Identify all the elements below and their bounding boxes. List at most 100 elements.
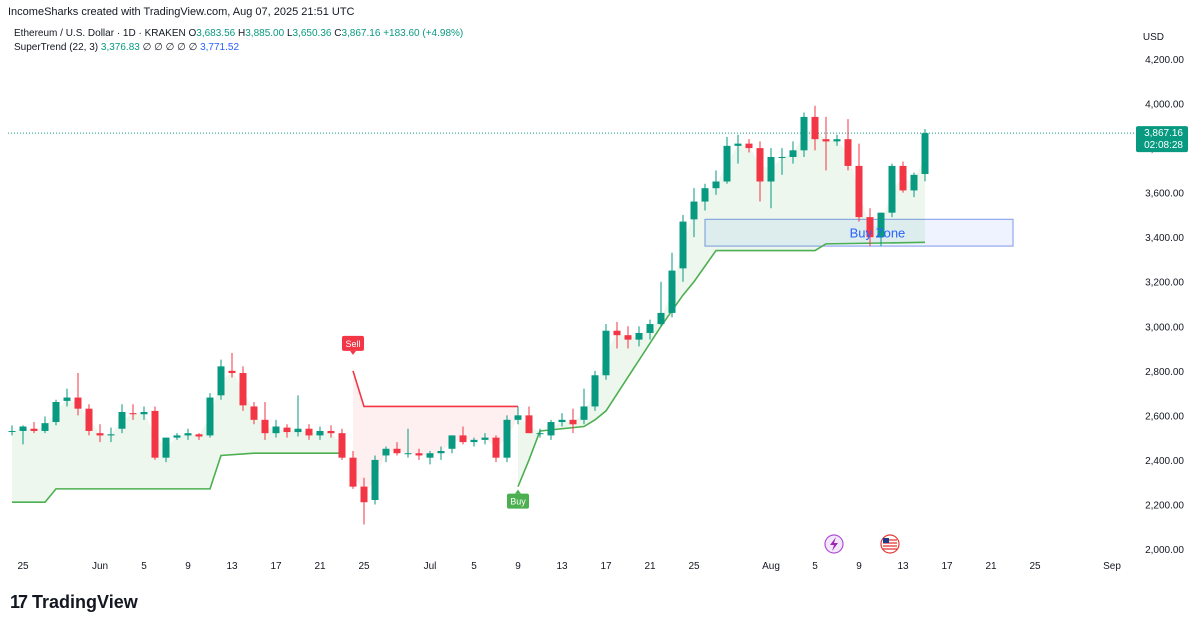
last-price-tag[interactable]: [1136, 126, 1188, 153]
candle-body[interactable]: [140, 412, 148, 415]
x-tick-label: 9: [856, 561, 862, 572]
low-label: L: [286, 28, 293, 39]
candle-body[interactable]: [415, 453, 423, 456]
candle-body[interactable]: [569, 419, 577, 425]
candle-body[interactable]: [503, 419, 511, 458]
candle-body[interactable]: [393, 448, 401, 454]
candle-body[interactable]: [767, 157, 775, 182]
candle-body[interactable]: [349, 457, 357, 487]
candle-body[interactable]: [558, 419, 566, 423]
candle-body[interactable]: [756, 148, 764, 182]
sell-signal-badge[interactable]: [342, 335, 364, 351]
candle-body[interactable]: [855, 165, 863, 218]
last-price-value: 3,867.16: [1144, 128, 1183, 139]
candle-body[interactable]: [63, 397, 71, 401]
candle-body[interactable]: [800, 116, 808, 151]
candle-body[interactable]: [74, 397, 82, 409]
candle-body[interactable]: [580, 406, 588, 420]
candle-body[interactable]: [833, 139, 841, 142]
candle-body[interactable]: [162, 437, 170, 458]
candle-body[interactable]: [250, 406, 258, 420]
candle-body[interactable]: [30, 428, 38, 431]
indicator-name[interactable]: SuperTrend (22, 3): [14, 42, 99, 53]
candle-body[interactable]: [734, 143, 742, 146]
candle-body[interactable]: [173, 435, 181, 438]
candle-body[interactable]: [536, 433, 544, 435]
candle-body[interactable]: [239, 373, 247, 406]
candle-body[interactable]: [41, 423, 49, 431]
candle-body[interactable]: [118, 412, 126, 429]
candle-body[interactable]: [811, 116, 819, 140]
symbol-name[interactable]: Ethereum / U.S. Dollar · 1D · KRAKEN: [14, 28, 186, 39]
candle-body[interactable]: [283, 427, 291, 433]
candle-body[interactable]: [360, 486, 368, 503]
candle-body[interactable]: [261, 419, 269, 434]
candle-body[interactable]: [426, 453, 434, 458]
candle-body[interactable]: [789, 150, 797, 157]
candle-body[interactable]: [745, 143, 753, 149]
candle-body[interactable]: [866, 217, 874, 238]
candle-body[interactable]: [19, 426, 27, 431]
candle-body[interactable]: [85, 408, 93, 431]
candle-body[interactable]: [712, 181, 720, 189]
candle-body[interactable]: [624, 335, 632, 340]
candle-body[interactable]: [877, 212, 885, 238]
candle-body[interactable]: [371, 459, 379, 500]
candle-body[interactable]: [657, 312, 665, 325]
candle-body[interactable]: [646, 324, 654, 333]
candle-body[interactable]: [437, 451, 445, 454]
candle-body[interactable]: [921, 133, 929, 175]
candle-body[interactable]: [888, 165, 896, 213]
candle-body[interactable]: [668, 270, 676, 313]
candle-body[interactable]: [228, 370, 236, 374]
candle-body[interactable]: [327, 430, 335, 434]
candle-body[interactable]: [404, 453, 412, 455]
candle-body[interactable]: [448, 435, 456, 449]
candle-body[interactable]: [305, 428, 313, 436]
candle-body[interactable]: [591, 375, 599, 407]
candle-body[interactable]: [195, 434, 203, 437]
candle-body[interactable]: [107, 434, 115, 436]
us-flag-event-icon-circle: [880, 534, 900, 554]
us-flag-event-icon[interactable]: [880, 534, 900, 554]
candle-body[interactable]: [129, 413, 137, 415]
candle-body[interactable]: [899, 165, 907, 191]
tradingview-logo[interactable]: 17 TradingView: [10, 592, 138, 613]
candle-body[interactable]: [470, 439, 478, 443]
candle-body[interactable]: [338, 433, 346, 458]
candle-body[interactable]: [690, 201, 698, 220]
candle-body[interactable]: [514, 415, 522, 420]
candle-body[interactable]: [778, 157, 786, 158]
candle-body[interactable]: [525, 415, 533, 434]
y-tick-label: 2,400.00: [1145, 456, 1184, 467]
candle-body[interactable]: [635, 332, 643, 340]
x-tick-label: Jun: [92, 561, 108, 572]
candle-body[interactable]: [679, 221, 687, 269]
candle-body[interactable]: [217, 366, 225, 396]
buy-signal-badge[interactable]: [507, 493, 529, 509]
candle-body[interactable]: [382, 448, 390, 456]
candle-body[interactable]: [459, 435, 467, 443]
candle-body[interactable]: [492, 437, 500, 458]
candle-body[interactable]: [294, 428, 302, 433]
candle-body[interactable]: [184, 433, 192, 436]
candle-body[interactable]: [96, 433, 104, 436]
candle-body[interactable]: [547, 422, 555, 436]
candle-body[interactable]: [910, 174, 918, 191]
candle-body[interactable]: [723, 145, 731, 182]
candle-body[interactable]: [151, 410, 159, 458]
candle-body[interactable]: [206, 397, 214, 436]
candle-body[interactable]: [52, 402, 60, 423]
candle-body[interactable]: [481, 437, 489, 440]
candle-body[interactable]: [701, 188, 709, 202]
lightning-event-icon[interactable]: [824, 534, 844, 554]
candle-body[interactable]: [822, 139, 830, 142]
candle-body[interactable]: [8, 430, 16, 432]
close-label: C: [334, 28, 342, 39]
candle-body[interactable]: [316, 430, 324, 436]
candle-body[interactable]: [602, 330, 610, 376]
candle-body[interactable]: [613, 330, 621, 336]
candle-body[interactable]: [272, 426, 280, 434]
candle-body[interactable]: [844, 139, 852, 166]
